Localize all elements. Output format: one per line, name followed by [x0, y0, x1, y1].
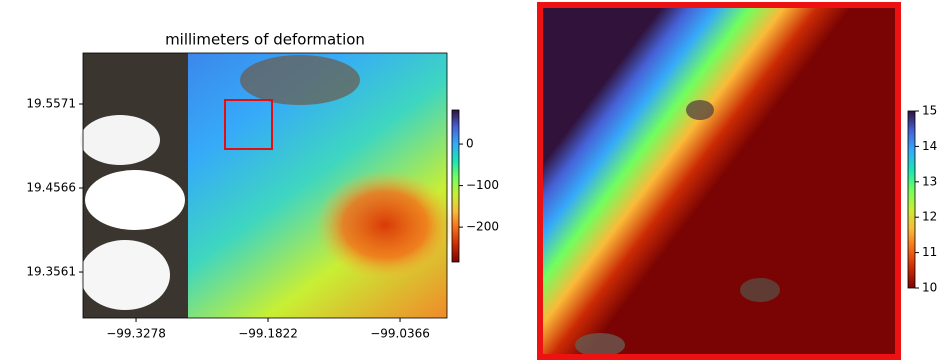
x-tick-label: −99.3278: [106, 327, 166, 341]
zoom-image: [540, 5, 898, 357]
y-tick-label: 19.3561: [26, 265, 76, 279]
x-tick-label: −99.1822: [238, 327, 298, 341]
colorbar-tick-label: −200: [466, 220, 499, 234]
y-tick-label: 19.4566: [26, 181, 76, 195]
colorbar-tick-label: 12: [922, 210, 937, 224]
colorbar: [452, 110, 459, 262]
colorbar-tick-label: 0: [466, 137, 474, 151]
colorbar-tick-label: −100: [466, 178, 499, 192]
colorbar: [908, 111, 915, 288]
y-tick-label: 19.5571: [26, 96, 76, 110]
colorbar-tick-label: 15: [922, 104, 937, 118]
x-tick-label: −99.0366: [370, 327, 430, 341]
colorbar-tick-label: 13: [922, 174, 937, 188]
chart-title: millimeters of deformation: [165, 31, 365, 49]
colorbar-tick-label: 14: [922, 139, 937, 153]
figure: millimeters of deformation −99.3278 −99.1…: [0, 0, 947, 364]
colorbar-tick-label: 11: [922, 245, 937, 259]
map-image: [80, 53, 455, 318]
colorbar-tick-label: 10: [922, 281, 937, 295]
